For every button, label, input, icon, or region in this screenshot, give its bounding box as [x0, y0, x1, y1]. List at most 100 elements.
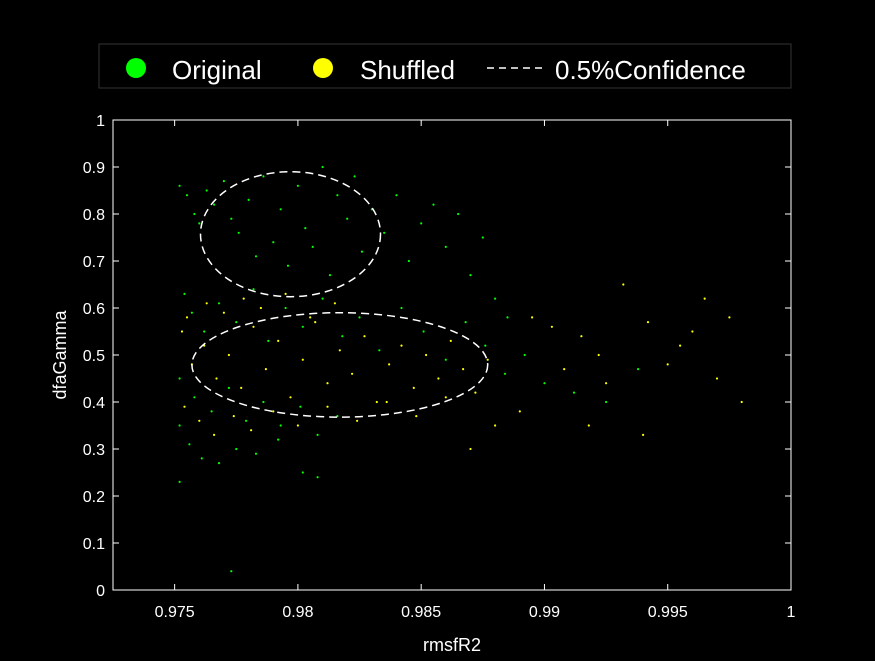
y-tick-label: 0.6 — [83, 301, 105, 318]
y-tick-label: 0 — [96, 583, 105, 600]
point-original — [237, 231, 240, 234]
point-shuffled — [198, 419, 201, 422]
point-shuffled — [494, 424, 497, 427]
y-tick-label: 0.7 — [83, 254, 105, 271]
legend-label-confidence: 0.5%Confidence — [555, 55, 746, 85]
point-shuffled — [385, 400, 388, 404]
point-shuffled — [205, 302, 208, 305]
point-shuffled — [462, 368, 465, 371]
x-tick-label: 1 — [787, 604, 796, 621]
point-shuffled — [646, 321, 650, 324]
point-original — [284, 306, 287, 310]
point-original — [193, 212, 196, 216]
point-original — [383, 231, 386, 234]
point-shuffled — [740, 400, 743, 404]
point-shuffled — [338, 349, 341, 352]
point-original — [444, 245, 447, 248]
point-shuffled — [183, 405, 186, 408]
y-tick-label: 1 — [96, 113, 105, 130]
point-original — [217, 302, 221, 305]
point-original — [481, 236, 484, 239]
point-shuffled — [449, 339, 452, 342]
point-original — [178, 184, 181, 187]
point-shuffled — [259, 306, 262, 310]
point-shuffled — [622, 283, 625, 286]
point-original — [420, 222, 423, 225]
point-original — [353, 175, 356, 178]
point-original — [230, 217, 233, 220]
point-original — [346, 217, 349, 220]
point-original — [296, 184, 299, 187]
point-original — [198, 222, 201, 225]
point-original — [301, 325, 304, 328]
point-original — [262, 175, 265, 178]
confidence-ellipse-original — [199, 170, 382, 298]
point-original — [605, 400, 608, 404]
point-shuffled — [563, 368, 566, 371]
point-shuffled — [691, 330, 694, 333]
point-original — [301, 471, 304, 474]
legend-box — [98, 43, 792, 89]
point-shuffled — [597, 353, 600, 357]
point-shuffled — [326, 405, 329, 408]
point-shuffled — [333, 302, 336, 305]
y-axis-label: dfaGamma — [50, 310, 70, 400]
point-original — [262, 400, 265, 404]
point-shuffled — [185, 316, 189, 319]
point-original — [183, 292, 186, 295]
point-shuffled — [400, 344, 403, 347]
point-original — [316, 476, 319, 479]
point-original — [444, 358, 447, 361]
point-original — [543, 382, 546, 385]
point-shuffled — [250, 429, 253, 432]
point-shuffled — [715, 377, 719, 380]
point-original — [358, 316, 361, 319]
point-shuffled — [180, 330, 184, 333]
point-shuffled — [518, 410, 521, 413]
point-original — [469, 274, 472, 277]
data-points — [178, 165, 743, 573]
point-original — [328, 274, 332, 277]
point-shuffled — [531, 316, 534, 319]
point-original — [272, 241, 275, 244]
point-shuffled — [679, 344, 682, 347]
point-shuffled — [240, 386, 243, 389]
point-shuffled — [474, 391, 477, 394]
point-shuffled — [301, 358, 304, 361]
legend-marker-shuffled — [313, 58, 333, 78]
point-original — [213, 203, 216, 206]
point-shuffled — [351, 372, 354, 375]
point-original — [245, 419, 248, 422]
point-shuffled — [412, 386, 415, 389]
y-tick-label: 0.2 — [83, 489, 105, 506]
point-original — [299, 405, 302, 408]
point-original — [190, 311, 193, 314]
point-original — [395, 194, 398, 197]
legend: Original Shuffled 0.5%Confidence — [98, 43, 792, 89]
point-shuffled — [296, 424, 299, 427]
point-original — [222, 180, 225, 183]
x-tick-label: 0.98 — [282, 604, 313, 621]
y-tick-label: 0.1 — [83, 536, 105, 553]
point-original — [205, 189, 208, 192]
point-original — [464, 321, 467, 324]
point-original — [407, 259, 410, 263]
x-tick-label: 0.995 — [648, 604, 688, 621]
point-original — [279, 208, 282, 211]
point-shuffled — [309, 316, 312, 319]
point-shuffled — [425, 353, 428, 357]
x-tick-label: 0.975 — [155, 604, 195, 621]
point-shuffled — [550, 325, 554, 328]
point-original — [188, 443, 191, 446]
point-shuffled — [326, 382, 329, 385]
point-original — [494, 297, 497, 300]
point-original — [210, 410, 213, 413]
point-original — [217, 462, 221, 465]
point-shuffled — [605, 382, 608, 385]
point-shuffled — [666, 363, 669, 366]
point-original — [227, 386, 230, 389]
point-original — [235, 447, 238, 451]
point-shuffled — [356, 419, 359, 422]
